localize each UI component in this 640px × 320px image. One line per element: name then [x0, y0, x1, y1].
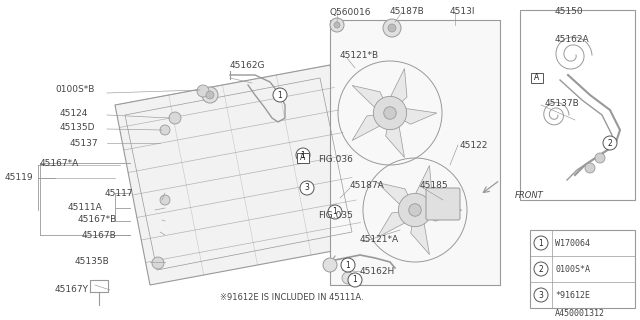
Polygon shape	[415, 165, 432, 210]
Text: 1: 1	[346, 260, 350, 269]
Text: 3: 3	[539, 291, 543, 300]
Polygon shape	[377, 210, 415, 237]
Text: 45137: 45137	[70, 139, 99, 148]
Text: A450001312: A450001312	[555, 309, 605, 318]
Circle shape	[534, 236, 548, 250]
Text: FRONT: FRONT	[515, 190, 544, 199]
Polygon shape	[390, 108, 437, 124]
Text: 3: 3	[305, 183, 309, 193]
Text: 45111A: 45111A	[68, 204, 103, 212]
Circle shape	[409, 204, 421, 216]
Circle shape	[160, 195, 170, 205]
Text: 45162G: 45162G	[230, 60, 266, 69]
Circle shape	[383, 19, 401, 37]
Text: 45119: 45119	[5, 173, 34, 182]
Text: 45135B: 45135B	[75, 258, 109, 267]
Text: 45150: 45150	[555, 7, 584, 17]
Text: 1: 1	[333, 207, 337, 217]
Text: 45162A: 45162A	[555, 36, 589, 44]
Circle shape	[160, 125, 170, 135]
Polygon shape	[530, 230, 635, 308]
Text: 45167B: 45167B	[82, 230, 116, 239]
Text: 45187B: 45187B	[390, 7, 425, 17]
Circle shape	[373, 96, 406, 130]
Circle shape	[384, 107, 396, 119]
FancyBboxPatch shape	[297, 153, 309, 163]
Polygon shape	[352, 85, 390, 113]
Text: 45167Y: 45167Y	[55, 285, 89, 294]
Text: 45167*B: 45167*B	[78, 215, 117, 225]
Text: 45185: 45185	[420, 180, 449, 189]
Text: 45135D: 45135D	[60, 124, 95, 132]
Text: 1: 1	[278, 91, 282, 100]
Polygon shape	[352, 113, 390, 140]
Text: 45121*A: 45121*A	[360, 236, 399, 244]
Circle shape	[398, 193, 431, 227]
Polygon shape	[330, 20, 500, 285]
Text: A: A	[534, 74, 540, 83]
Circle shape	[595, 153, 605, 163]
Circle shape	[342, 272, 354, 284]
Text: 0100S*B: 0100S*B	[55, 85, 94, 94]
Text: 1: 1	[539, 238, 543, 247]
Circle shape	[202, 87, 218, 103]
Circle shape	[323, 258, 337, 272]
Text: 45121*B: 45121*B	[340, 51, 379, 60]
Circle shape	[300, 181, 314, 195]
Circle shape	[169, 112, 181, 124]
Polygon shape	[411, 210, 429, 254]
Text: 45162H: 45162H	[360, 268, 396, 276]
Text: *91612E: *91612E	[555, 291, 590, 300]
FancyBboxPatch shape	[531, 73, 543, 83]
Circle shape	[388, 24, 396, 32]
Polygon shape	[386, 113, 404, 157]
Polygon shape	[115, 65, 365, 285]
Text: 1: 1	[353, 276, 357, 284]
Circle shape	[334, 22, 340, 28]
Text: 0100S*A: 0100S*A	[555, 265, 590, 274]
Text: 45124: 45124	[60, 108, 88, 117]
Circle shape	[206, 91, 214, 99]
Circle shape	[341, 258, 355, 272]
Circle shape	[534, 288, 548, 302]
Polygon shape	[415, 205, 462, 221]
Text: 4513I: 4513I	[450, 7, 476, 17]
Text: 45122: 45122	[460, 140, 488, 149]
Text: A: A	[300, 154, 306, 163]
Circle shape	[296, 148, 310, 162]
Text: ※91612E IS INCLUDED IN 45111A.: ※91612E IS INCLUDED IN 45111A.	[220, 293, 364, 302]
Text: 2: 2	[539, 265, 543, 274]
Text: 45167*A: 45167*A	[40, 158, 79, 167]
Circle shape	[330, 18, 344, 32]
Polygon shape	[377, 182, 415, 210]
Text: FIG.036: FIG.036	[318, 156, 353, 164]
Text: Q560016: Q560016	[330, 7, 371, 17]
Circle shape	[603, 136, 617, 150]
Text: 45137B: 45137B	[545, 99, 580, 108]
FancyBboxPatch shape	[426, 188, 460, 220]
Text: 2: 2	[607, 139, 612, 148]
Text: FIG.035: FIG.035	[318, 211, 353, 220]
Circle shape	[328, 205, 342, 219]
Circle shape	[273, 88, 287, 102]
Polygon shape	[390, 68, 407, 113]
Circle shape	[585, 163, 595, 173]
Circle shape	[348, 273, 362, 287]
Circle shape	[197, 85, 209, 97]
Text: W170064: W170064	[555, 238, 590, 247]
Text: 45187A: 45187A	[350, 181, 385, 190]
Text: 1: 1	[301, 150, 305, 159]
Circle shape	[534, 262, 548, 276]
Polygon shape	[520, 10, 635, 200]
Text: 45117: 45117	[105, 188, 134, 197]
Circle shape	[152, 257, 164, 269]
